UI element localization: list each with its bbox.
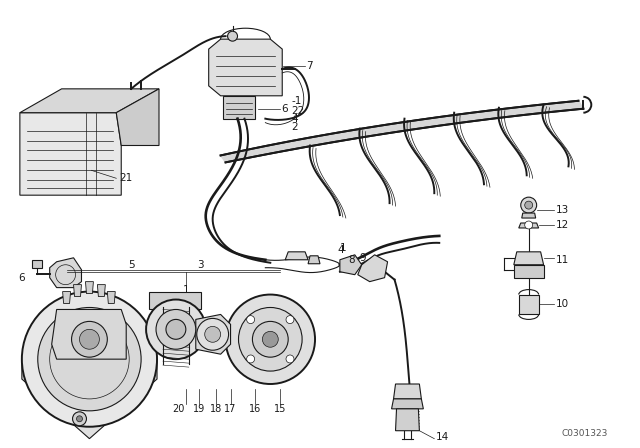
Text: 1: 1 bbox=[340, 243, 346, 253]
Polygon shape bbox=[20, 89, 159, 113]
Polygon shape bbox=[86, 282, 93, 293]
Text: 17: 17 bbox=[225, 404, 237, 414]
Text: 1: 1 bbox=[182, 284, 189, 295]
Circle shape bbox=[77, 416, 83, 422]
Polygon shape bbox=[22, 292, 157, 439]
Text: 4: 4 bbox=[338, 245, 344, 255]
Polygon shape bbox=[308, 256, 320, 264]
Text: 2: 2 bbox=[291, 121, 298, 132]
Polygon shape bbox=[394, 384, 421, 399]
Circle shape bbox=[252, 321, 288, 357]
Circle shape bbox=[166, 319, 186, 339]
Polygon shape bbox=[50, 258, 81, 288]
Polygon shape bbox=[221, 101, 583, 162]
Text: 11: 11 bbox=[556, 255, 569, 265]
Text: 3: 3 bbox=[197, 260, 204, 270]
Circle shape bbox=[525, 221, 532, 229]
Text: 4: 4 bbox=[291, 114, 298, 124]
Text: 19: 19 bbox=[193, 404, 205, 414]
Circle shape bbox=[262, 332, 278, 347]
Circle shape bbox=[246, 355, 255, 363]
Text: 22: 22 bbox=[291, 106, 305, 116]
Polygon shape bbox=[519, 294, 539, 314]
Polygon shape bbox=[196, 314, 230, 354]
Circle shape bbox=[246, 316, 255, 323]
Polygon shape bbox=[285, 252, 308, 260]
Text: 12: 12 bbox=[556, 220, 569, 230]
Text: 9: 9 bbox=[360, 253, 366, 263]
Text: 20: 20 bbox=[173, 404, 185, 414]
Polygon shape bbox=[522, 213, 536, 218]
Polygon shape bbox=[52, 310, 126, 359]
Circle shape bbox=[156, 310, 196, 349]
Circle shape bbox=[239, 307, 302, 371]
Polygon shape bbox=[392, 399, 423, 409]
Text: 15: 15 bbox=[274, 404, 287, 414]
Circle shape bbox=[286, 316, 294, 323]
Text: 6: 6 bbox=[19, 273, 25, 283]
Text: -1: -1 bbox=[291, 96, 301, 106]
Polygon shape bbox=[209, 39, 282, 96]
Wedge shape bbox=[38, 359, 140, 411]
Text: 10: 10 bbox=[556, 300, 569, 310]
Circle shape bbox=[521, 197, 537, 213]
Polygon shape bbox=[396, 409, 419, 431]
Circle shape bbox=[22, 292, 157, 427]
Text: 13: 13 bbox=[556, 205, 569, 215]
Polygon shape bbox=[74, 284, 81, 297]
Text: 7: 7 bbox=[306, 61, 313, 71]
Polygon shape bbox=[149, 292, 201, 310]
Polygon shape bbox=[20, 113, 121, 195]
Circle shape bbox=[79, 329, 99, 349]
Text: 6: 6 bbox=[281, 104, 288, 114]
Circle shape bbox=[38, 307, 141, 411]
Circle shape bbox=[205, 326, 221, 342]
Circle shape bbox=[286, 355, 294, 363]
Polygon shape bbox=[97, 284, 106, 297]
Polygon shape bbox=[514, 265, 543, 278]
Polygon shape bbox=[519, 223, 539, 228]
Circle shape bbox=[525, 201, 532, 209]
Polygon shape bbox=[116, 89, 159, 146]
Text: 8: 8 bbox=[348, 255, 355, 265]
Polygon shape bbox=[340, 255, 362, 275]
Circle shape bbox=[228, 31, 237, 41]
Text: 14: 14 bbox=[436, 432, 449, 442]
Polygon shape bbox=[514, 252, 543, 265]
Text: 18: 18 bbox=[209, 404, 222, 414]
Text: 16: 16 bbox=[249, 404, 262, 414]
Circle shape bbox=[196, 319, 228, 350]
Circle shape bbox=[72, 321, 108, 357]
Text: C0301323: C0301323 bbox=[562, 429, 608, 438]
Polygon shape bbox=[358, 255, 388, 282]
Text: 21: 21 bbox=[119, 173, 132, 183]
Polygon shape bbox=[63, 292, 70, 303]
Circle shape bbox=[225, 294, 315, 384]
Circle shape bbox=[146, 300, 205, 359]
Polygon shape bbox=[223, 96, 255, 119]
Circle shape bbox=[72, 412, 86, 426]
Polygon shape bbox=[108, 292, 115, 303]
Text: 5: 5 bbox=[128, 260, 134, 270]
Polygon shape bbox=[32, 260, 42, 268]
